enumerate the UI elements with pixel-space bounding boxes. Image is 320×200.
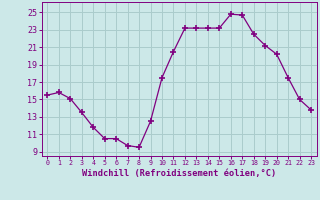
X-axis label: Windchill (Refroidissement éolien,°C): Windchill (Refroidissement éolien,°C) — [82, 169, 276, 178]
